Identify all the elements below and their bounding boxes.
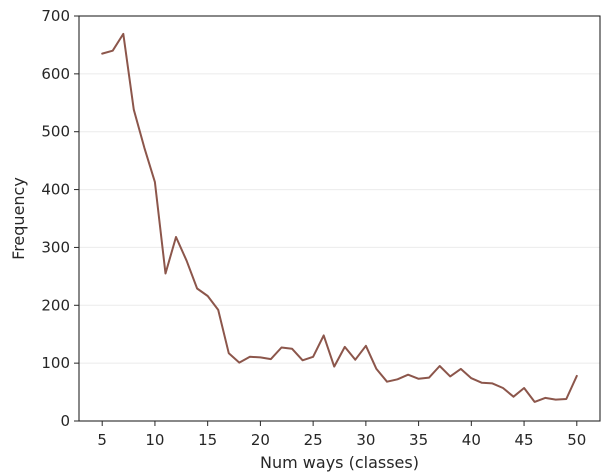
y-axis-label: Frequency [9, 177, 28, 260]
grid-lines [79, 73, 600, 364]
x-axis: 5 10 15 20 25 30 35 40 45 50 [97, 421, 586, 449]
x-tick-label: 45 [515, 431, 534, 449]
y-tick-label: 200 [41, 296, 70, 314]
x-tick-label: 10 [145, 431, 164, 449]
x-tick-label: 35 [409, 431, 428, 449]
plot-area-frame [78, 15, 601, 422]
x-tick-label: 30 [356, 431, 375, 449]
x-tick-label: 20 [251, 431, 270, 449]
x-axis-label: Num ways (classes) [260, 453, 419, 472]
y-tick-label: 100 [41, 354, 70, 372]
x-tick-label: 15 [198, 431, 217, 449]
x-tick-label: 40 [462, 431, 481, 449]
y-tick-label: 500 [41, 123, 70, 141]
y-tick-label: 300 [41, 238, 70, 256]
y-tick-label: 700 [41, 7, 70, 25]
y-tick-label: 0 [60, 412, 70, 430]
series-line [101, 32, 578, 403]
y-tick-label: 600 [41, 65, 70, 83]
x-tick-label: 5 [97, 431, 107, 449]
y-axis: 0 100 200 300 400 500 600 700 [41, 7, 79, 430]
y-tick-label: 400 [41, 181, 70, 199]
x-tick-label: 25 [304, 431, 323, 449]
x-tick-label: 50 [567, 431, 586, 449]
